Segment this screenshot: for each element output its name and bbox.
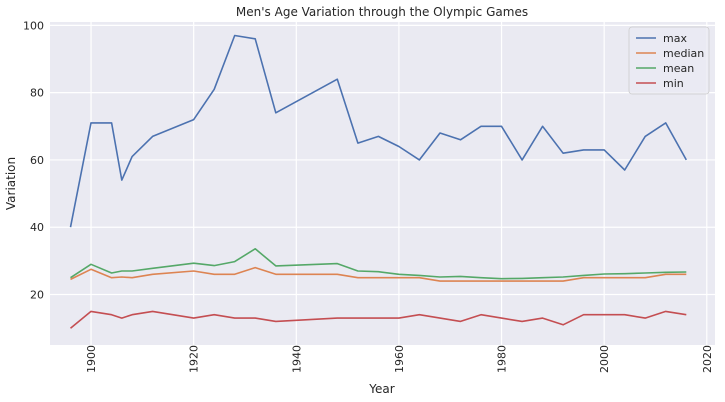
legend-label-max: max	[663, 32, 687, 45]
series-lines	[69, 34, 687, 329]
y-tick-label: 100	[23, 19, 44, 32]
x-tick-label: 1920	[188, 345, 201, 373]
y-tick-label: 20	[30, 289, 44, 302]
y-tick-label: 80	[30, 87, 44, 100]
y-tick-label: 40	[30, 221, 44, 234]
chart-title: Men's Age Variation through the Olympic …	[236, 5, 528, 19]
grid	[50, 22, 715, 345]
legend-box	[628, 26, 710, 95]
legend: max median mean min	[628, 26, 710, 95]
y-tick-labels: 20 40 60 80 100	[23, 19, 44, 301]
series-line-median	[70, 266, 687, 282]
series-line-mean	[70, 248, 687, 280]
series-line-max	[69, 34, 687, 228]
x-tick-label: 1900	[85, 345, 98, 373]
plot-area	[50, 22, 715, 345]
y-axis-label: Variation	[4, 157, 18, 210]
legend-label-mean: mean	[663, 62, 694, 75]
x-axis-label: Year	[368, 382, 394, 396]
legend-label-min: min	[663, 77, 684, 90]
x-tick-label: 1960	[393, 345, 406, 373]
x-tick-label: 2020	[701, 345, 714, 373]
series-line-min	[69, 310, 687, 329]
x-tick-label: 2000	[598, 345, 611, 373]
legend-label-median: median	[663, 47, 704, 60]
x-tick-label: 1980	[496, 345, 509, 373]
x-tick-labels: 1900 1920 1940 1960 1980 2000 2020	[85, 345, 714, 373]
y-tick-label: 60	[30, 154, 44, 167]
x-tick-label: 1940	[290, 345, 303, 373]
